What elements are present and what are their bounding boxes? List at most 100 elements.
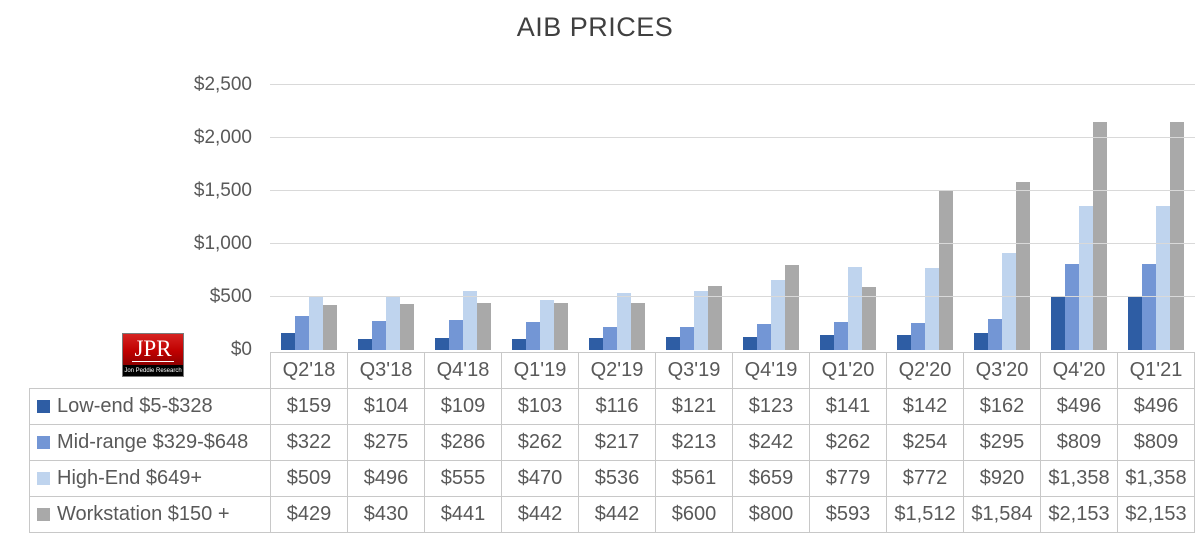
quarter-header-cell: Q3'20 xyxy=(963,352,1041,389)
value-cell: $442 xyxy=(501,496,579,533)
quarter-header-cell: Q4'20 xyxy=(1040,352,1118,389)
bar xyxy=(434,338,449,350)
value-cell: $509 xyxy=(270,460,348,497)
bar xyxy=(862,287,877,350)
value-cell: $242 xyxy=(732,424,810,461)
value-cell: $2,153 xyxy=(1117,496,1195,533)
value-cell: $286 xyxy=(424,424,502,461)
bar xyxy=(511,339,526,350)
bar-group-Q3'19 xyxy=(655,85,732,350)
bar xyxy=(665,337,680,350)
bar xyxy=(1016,182,1031,350)
bar xyxy=(897,334,912,350)
quarter-header-cell: Q4'19 xyxy=(732,352,810,389)
chart-title: AIB PRICES xyxy=(516,12,674,42)
value-cell: $659 xyxy=(732,460,810,497)
value-cell: $121 xyxy=(655,388,733,425)
value-cell: $496 xyxy=(347,460,425,497)
value-cell: $772 xyxy=(886,460,964,497)
value-cell: $162 xyxy=(963,388,1041,425)
legend-cell: Workstation $150 + xyxy=(29,496,271,533)
bar xyxy=(448,319,463,350)
bar xyxy=(385,297,400,350)
bar-group-Q2'19 xyxy=(578,85,655,350)
legend-swatch-icon xyxy=(37,400,50,413)
value-cell: $1,358 xyxy=(1117,460,1195,497)
value-cell: $470 xyxy=(501,460,579,497)
quarter-header-cell: Q1'20 xyxy=(809,352,887,389)
bar xyxy=(294,315,309,350)
value-cell: $441 xyxy=(424,496,502,533)
value-cell: $496 xyxy=(1040,388,1118,425)
value-cell: $442 xyxy=(578,496,656,533)
y-tick-label: $500 xyxy=(209,286,252,307)
bar-group-Q1'19 xyxy=(501,85,578,350)
value-cell: $600 xyxy=(655,496,733,533)
legend-cell: High-End $649+ xyxy=(29,460,271,497)
value-cell: $217 xyxy=(578,424,656,461)
legend-cell: Low-end $5-$328 xyxy=(29,388,271,425)
bar-group-Q4'19 xyxy=(732,85,809,350)
value-cell: $116 xyxy=(578,388,656,425)
value-cell: $561 xyxy=(655,460,733,497)
bar-group-Q3'20 xyxy=(964,85,1041,350)
bar xyxy=(357,339,372,350)
value-cell: $254 xyxy=(886,424,964,461)
quarter-header-cell: Q3'18 xyxy=(347,352,425,389)
bar xyxy=(1128,297,1143,350)
value-cell: $262 xyxy=(501,424,579,461)
jpr-logo-red-box: JPR xyxy=(122,333,184,365)
table-row: Mid-range $329-$648 $322 $275 $286 $262 $217 $… xyxy=(29,424,1195,461)
bar xyxy=(707,286,722,350)
value-cell: $159 xyxy=(270,388,348,425)
gridline xyxy=(270,190,1195,191)
table-row: Workstation $150 + $429 $430 $441 $442 $442 $6… xyxy=(29,496,1195,533)
value-cell: $109 xyxy=(424,388,502,425)
table-row: Low-end $5-$328 $159 $104 $109 $103 $116 $121 $… xyxy=(29,388,1195,425)
value-cell: $1,358 xyxy=(1040,460,1118,497)
value-cell: $496 xyxy=(1117,388,1195,425)
value-cell: $262 xyxy=(809,424,887,461)
bar xyxy=(911,323,926,350)
bar-group-Q1'21 xyxy=(1118,85,1195,350)
table-header-row: Q2'18 Q3'18 Q4'18 Q1'19 Q2'19 Q3'19 Q4'19 Q1'20… xyxy=(30,352,1195,389)
bar xyxy=(1051,297,1066,350)
bar xyxy=(757,324,771,350)
bar-group-Q2'20 xyxy=(887,85,964,350)
value-cell: $123 xyxy=(732,388,810,425)
quarter-header-cell: Q2'18 xyxy=(270,352,348,389)
bar xyxy=(616,293,631,350)
value-cell: $2,153 xyxy=(1040,496,1118,533)
gridline xyxy=(270,84,1195,85)
bar xyxy=(974,332,989,350)
bar xyxy=(1065,264,1080,350)
bar xyxy=(371,320,386,350)
jpr-logo: JPR Jon Peddie Research xyxy=(122,333,184,377)
bar xyxy=(834,322,849,350)
bar xyxy=(988,318,1003,350)
bar xyxy=(771,280,785,350)
value-cell: $920 xyxy=(963,460,1041,497)
jpr-logo-subtext: Jon Peddie Research xyxy=(122,365,184,377)
legend-label: Workstation $150 + xyxy=(57,503,230,525)
bar-group-Q1'20 xyxy=(810,85,887,350)
quarter-header-cell: Q4'18 xyxy=(424,352,502,389)
quarter-header-cell: Q1'21 xyxy=(1117,352,1195,389)
value-cell: $800 xyxy=(732,496,810,533)
value-cell: $141 xyxy=(809,388,887,425)
bar xyxy=(1002,252,1017,350)
legend-swatch-icon xyxy=(37,472,50,485)
bar xyxy=(693,290,708,350)
bar xyxy=(1093,121,1108,350)
legend-label: Low-end $5-$328 xyxy=(57,395,213,417)
bar xyxy=(280,333,295,350)
value-cell: $555 xyxy=(424,460,502,497)
data-table: Q2'18 Q3'18 Q4'18 Q1'19 Q2'19 Q3'19 Q4'19 Q1'20… xyxy=(29,352,1195,533)
bar xyxy=(939,189,954,350)
value-cell: $142 xyxy=(886,388,964,425)
bar xyxy=(476,303,491,350)
bar xyxy=(1156,206,1171,350)
jpr-logo-text: JPR xyxy=(132,336,174,362)
bar-group-Q4'18 xyxy=(424,85,501,350)
legend-label: Mid-range $329-$648 xyxy=(57,431,249,453)
